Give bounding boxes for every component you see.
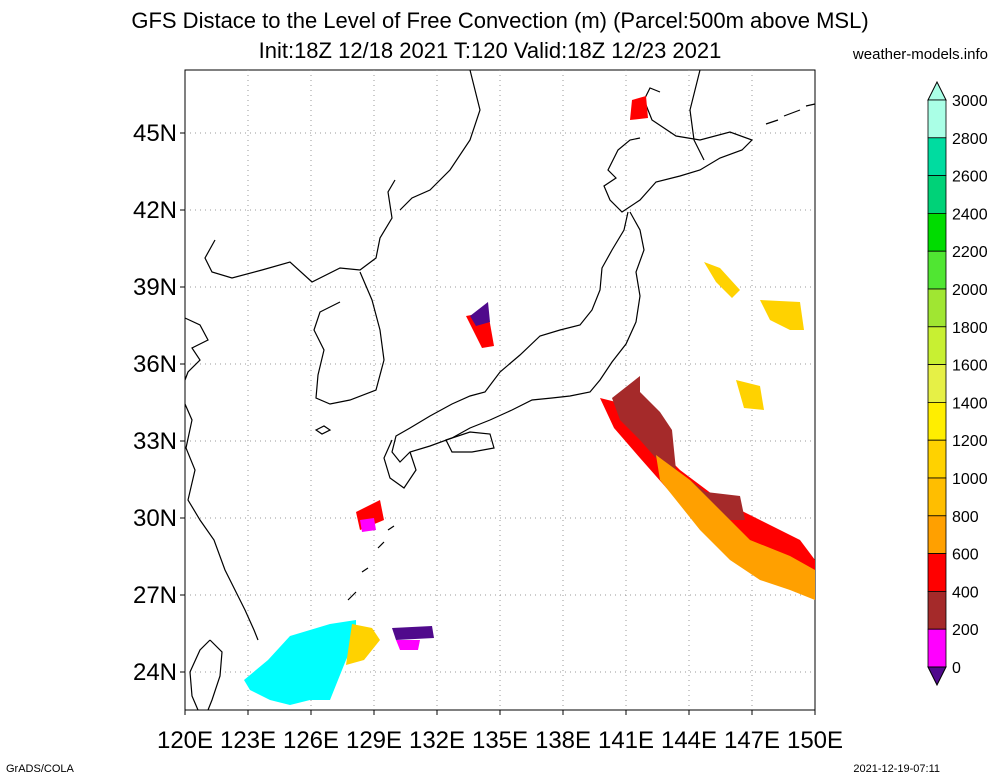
latitude-labels: 45N 42N 39N 36N 33N 30N 27N 24N [133,120,185,686]
colorbar-label: 600 [952,547,979,564]
field-magenta-kyushu-south [360,518,376,532]
colorbar-swatch [927,99,947,139]
field-orange-band [656,455,815,600]
colorbar-label: 1800 [952,320,988,337]
field-purple-center [470,302,490,326]
footer-right: 2021-12-19-07:11 [853,763,940,775]
lon-tick-label: 147E [724,727,780,754]
colorbar-bottom-triangle [927,666,947,687]
lon-tick-label: 123E [220,727,276,754]
field-yellow-patch-mid [736,380,764,410]
lat-tick-label: 27N [133,582,177,609]
colorbar-label: 0 [952,660,961,677]
chart-title: GFS Distace to the Level of Free Convect… [131,8,869,33]
footer-left: GrADS/COLA [6,763,74,775]
lat-tick-label: 39N [133,274,177,301]
colorbar-swatch [927,250,947,290]
longitude-labels: 120E 123E 126E 129E 132E 135E 138E 141E 144E 147E… [157,710,843,754]
colorbar-label: 1000 [952,471,988,488]
colorbar-swatch [927,364,947,403]
lat-tick-label: 42N [133,197,177,224]
lon-tick-label: 132E [409,727,465,754]
hokkaido-coast [603,87,754,213]
field-purple-strip [392,626,434,640]
colorbar-label: 2000 [952,282,988,299]
kuril-islands [765,103,816,125]
colorbar-label: 2400 [952,206,988,223]
colorbar-swatch [927,401,947,441]
chart-subtitle: Init:18Z 12/18 2021 T:120 Valid:18Z 12/2… [258,38,722,63]
colorbar: 3000280026002400220020001800160014001200… [927,80,988,687]
lon-tick-label: 150E [787,727,843,754]
lat-tick-label: 24N [133,659,177,686]
lon-tick-label: 141E [598,727,654,754]
colorbar-top-triangle [927,80,947,101]
field-magenta-strip [396,640,420,650]
colorbar-label: 3000 [952,93,988,110]
sakhalin-coast [689,69,705,161]
colorbar-label: 2600 [952,169,988,186]
field-red-north [630,96,648,120]
primorye-coast [399,69,481,211]
colorbar-label: 2200 [952,244,988,261]
lat-tick-label: 33N [133,428,177,455]
ryukyu-islands [347,525,395,601]
colorbar-swatch [927,288,947,328]
field-cyan-region [244,620,356,705]
site-label: weather-models.info [852,46,988,63]
coastlines [184,69,816,711]
colorbar-swatch [927,137,947,177]
korea-coast [204,179,396,405]
field-yellow-patch-north [704,262,740,298]
colorbar-label: 1200 [952,433,988,450]
colorbar-label: 1400 [952,395,988,412]
lon-tick-label: 138E [535,727,591,754]
lon-tick-label: 135E [472,727,528,754]
china-coast-south [184,403,259,641]
colorbar-label: 400 [952,584,979,601]
honshu-coast [391,211,645,463]
colorbar-swatch [927,439,947,479]
colorbar-label: 200 [952,622,979,639]
lat-tick-label: 36N [133,351,177,378]
field-brown-band [612,376,745,520]
lat-tick-label: 45N [133,120,177,147]
lfc-field [244,96,815,705]
colorbar-swatch [927,591,947,630]
colorbar-swatch [927,553,947,592]
colorbar-swatch [927,477,947,517]
colorbar-swatch [927,212,947,252]
taiwan-coast [189,639,223,711]
colorbar-label: 1600 [952,358,988,375]
lat-tick-label: 30N [133,505,177,532]
lon-tick-label: 129E [346,727,402,754]
field-yellow-patch-east [760,300,804,330]
kyushu-coast [383,439,417,489]
jeju-island [314,425,332,435]
mainland-coast [184,317,209,381]
colorbar-swatch [927,628,947,668]
colorbar-label: 2800 [952,131,988,148]
lon-tick-label: 126E [283,727,339,754]
lon-tick-label: 120E [157,727,213,754]
colorbar-label: 800 [952,509,979,526]
colorbar-swatch [927,175,947,214]
shikoku-coast [445,431,495,453]
lon-tick-label: 144E [661,727,717,754]
colorbar-swatch [927,326,947,365]
colorbar-swatch [927,515,947,554]
field-yellow-edge [346,624,380,665]
field-red-band [600,398,815,580]
